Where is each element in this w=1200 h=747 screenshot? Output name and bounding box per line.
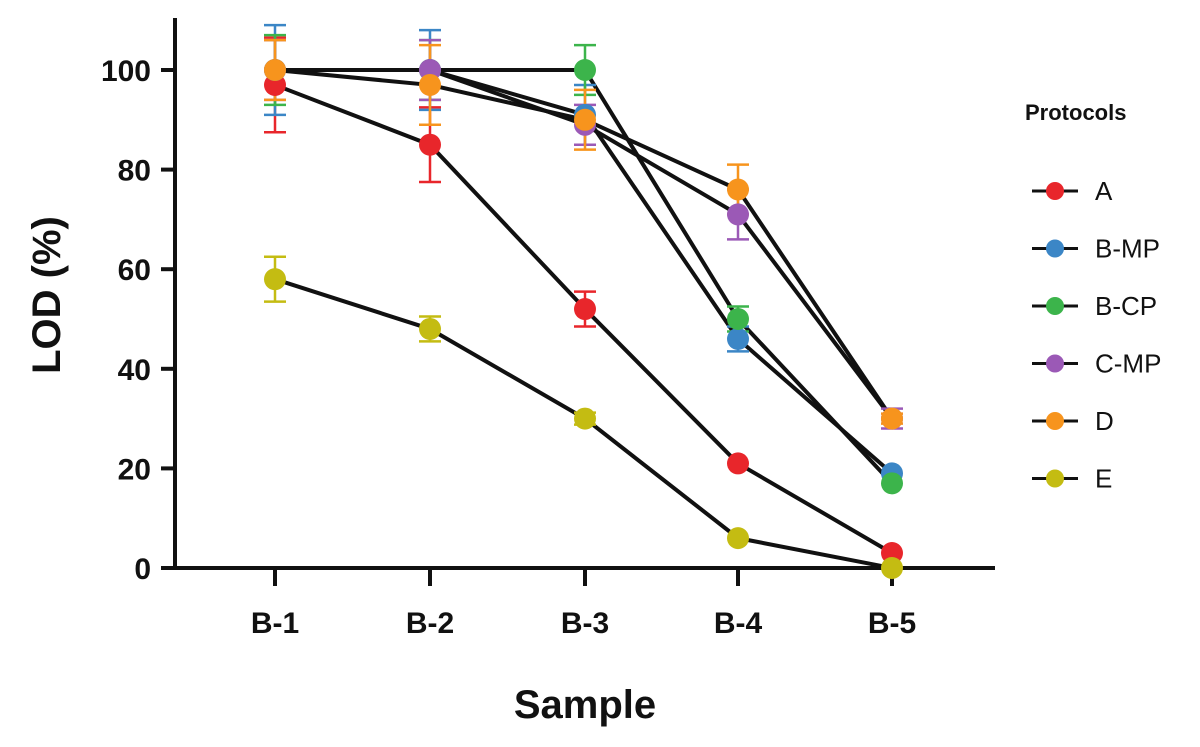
series-layer — [264, 23, 903, 579]
data-point-b-mp — [727, 327, 749, 350]
data-point-e — [419, 317, 441, 340]
legend-item-b-mp: B-MP — [1032, 234, 1160, 264]
data-point-d — [881, 407, 903, 430]
data-point-d — [574, 108, 596, 131]
legend-label: B-CP — [1095, 291, 1157, 321]
legend-marker — [1046, 297, 1064, 315]
y-axis-title: LOD (%) — [25, 216, 69, 374]
x-axis-title: Sample — [514, 683, 656, 727]
y-tick-label: 40 — [118, 354, 151, 387]
y-tick-label: 100 — [101, 55, 151, 88]
x-tick-label: B-4 — [714, 607, 763, 640]
legend-item-a: A — [1032, 176, 1113, 206]
legend-item-d: D — [1032, 406, 1114, 436]
legend-label: C-MP — [1095, 349, 1161, 379]
data-point-e — [727, 527, 749, 550]
data-point-c-mp — [727, 203, 749, 226]
legend: A B-MP B-CP C-MP DE — [1032, 176, 1161, 494]
legend-title: Protocols — [1025, 100, 1126, 125]
x-tick-label: B-5 — [868, 607, 916, 640]
legend-label: E — [1095, 464, 1112, 494]
legend-marker — [1046, 239, 1064, 258]
y-tick-label: 0 — [134, 553, 151, 586]
x-tick-label: B-3 — [561, 607, 609, 640]
legend-label: A — [1095, 176, 1113, 206]
data-point-d — [264, 59, 286, 81]
x-tick-label: B-2 — [406, 607, 454, 640]
data-point-a — [727, 452, 749, 475]
legend-marker — [1046, 182, 1064, 200]
legend-label: B-MP — [1095, 234, 1160, 264]
data-point-a — [419, 133, 441, 156]
data-point-a — [574, 298, 596, 321]
x-tick-label: B-1 — [251, 607, 299, 640]
legend-item-b-cp: B-CP — [1032, 291, 1157, 321]
data-point-b-cp — [574, 59, 596, 81]
y-tick-label: 80 — [118, 155, 151, 188]
axes: 0 20 40 60 80 100 B-1 B-2 B-3 B-4 B-5 — [101, 18, 995, 640]
y-tick-label: 60 — [118, 254, 151, 287]
legend-label: D — [1095, 406, 1114, 436]
legend-marker — [1046, 412, 1064, 430]
data-point-b-cp — [881, 472, 903, 495]
data-point-e — [264, 268, 286, 291]
data-point-d — [419, 73, 441, 96]
legend-item-e: E — [1032, 464, 1112, 494]
y-tick-label: 20 — [118, 453, 151, 486]
data-point-e — [881, 557, 903, 579]
data-point-e — [574, 407, 596, 430]
data-point-d — [727, 178, 749, 201]
legend-marker — [1046, 469, 1064, 488]
data-point-b-cp — [727, 308, 749, 330]
legend-item-c-mp: C-MP — [1032, 349, 1161, 379]
legend-marker — [1046, 354, 1064, 373]
